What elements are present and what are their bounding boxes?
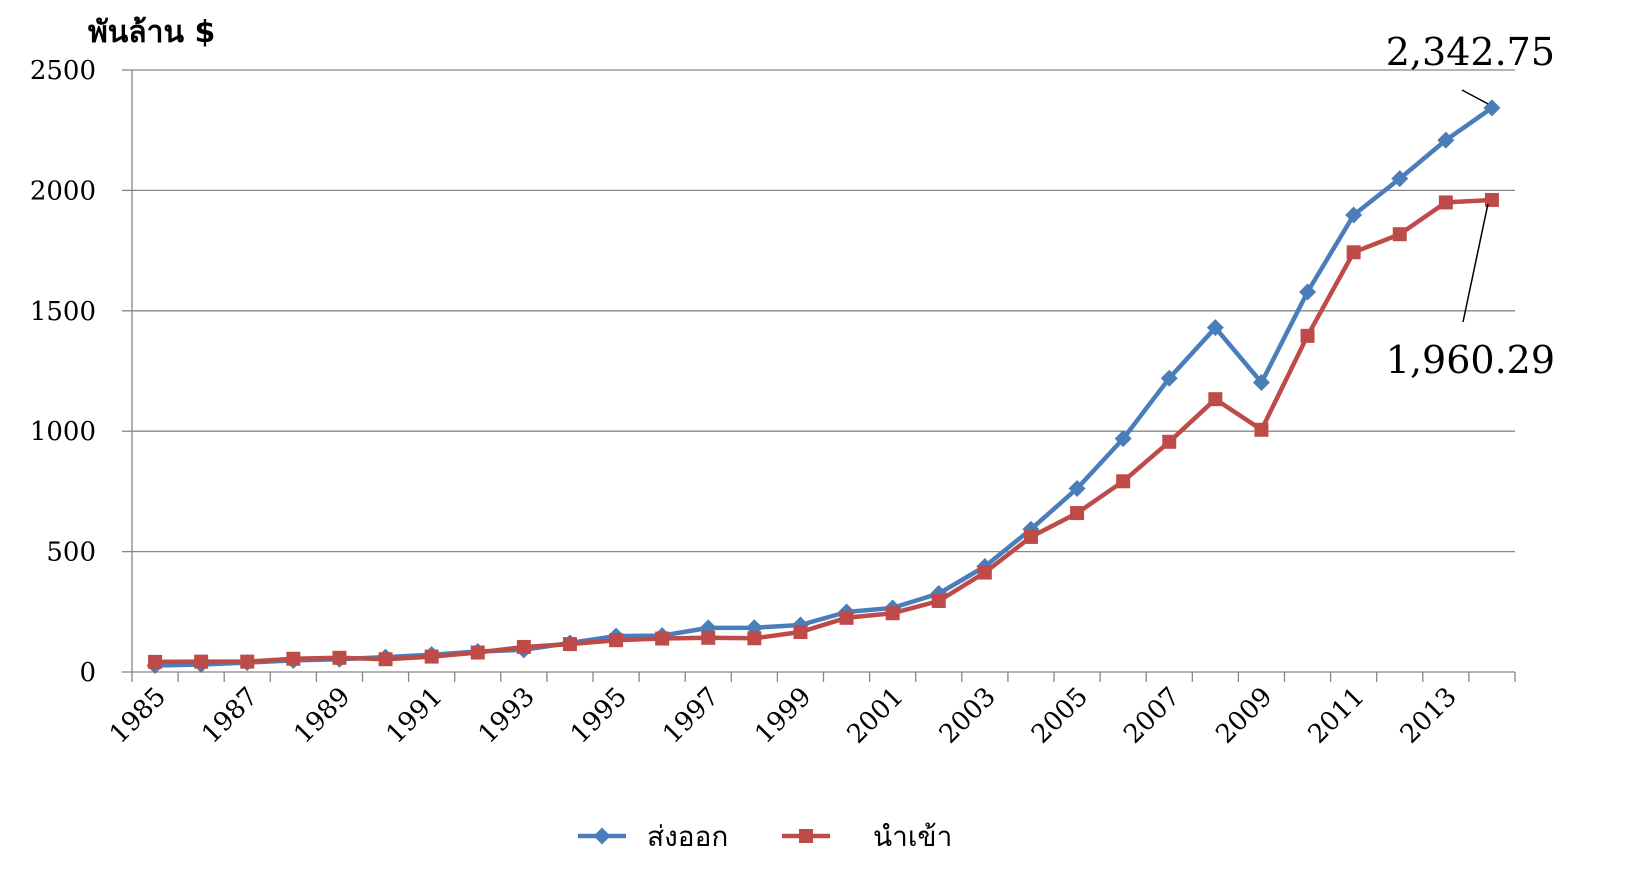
x-tick-label: 1985 [104, 682, 172, 750]
annotation-label: 1,960.29 [1386, 338, 1555, 382]
data-point [1345, 206, 1363, 224]
data-point [1299, 283, 1317, 301]
data-point [1160, 369, 1178, 387]
y-tick-label: 1000 [30, 417, 96, 447]
x-tick-label: 1997 [657, 682, 725, 750]
annotation-leader-line [1462, 203, 1489, 323]
x-tick-label: 2007 [1118, 682, 1186, 750]
data-point [1114, 430, 1132, 448]
legend-marker-1 [799, 829, 813, 843]
data-point [1392, 227, 1407, 242]
data-point [655, 631, 670, 646]
data-point [1300, 328, 1315, 343]
data-point [1116, 474, 1131, 489]
x-tick-label: 1987 [196, 682, 264, 750]
data-point [747, 631, 762, 646]
annotation-label: 2,342.75 [1386, 30, 1555, 74]
legend: ส่งออก นำเข้า [578, 820, 952, 853]
x-tick-label: 2001 [842, 682, 910, 750]
x-tick-label: 1989 [288, 682, 356, 750]
data-point [1437, 131, 1455, 149]
data-point [1346, 245, 1361, 260]
legend-label-0: ส่งออก [647, 820, 728, 853]
data-point [609, 633, 624, 648]
data-point [1484, 192, 1499, 207]
data-point [977, 565, 992, 580]
y-tick-label: 2000 [30, 176, 96, 206]
data-point [1206, 319, 1224, 337]
x-tick-label: 2003 [934, 682, 1002, 750]
legend-label-1: นำเข้า [873, 820, 952, 853]
data-point [286, 651, 301, 666]
x-tick-label: 2005 [1026, 682, 1094, 750]
data-point [562, 637, 577, 652]
data-point [470, 645, 485, 660]
annotation-leader-line [1461, 89, 1489, 105]
x-tick-label: 2011 [1303, 682, 1371, 750]
x-tick-label: 1993 [473, 682, 541, 750]
data-point [1391, 170, 1409, 188]
x-tick-label: 1995 [565, 682, 633, 750]
y-tick-label: 500 [46, 538, 96, 568]
legend-marker-0 [593, 827, 611, 845]
data-point [1438, 195, 1453, 210]
gridlines [132, 69, 1515, 553]
y-tick-label: 1500 [30, 297, 96, 327]
series-line-0 [155, 106, 1494, 668]
data-point [931, 593, 946, 608]
data-point [1208, 392, 1223, 407]
data-point [839, 610, 854, 625]
data-point [1252, 374, 1270, 392]
x-tick-label: 1999 [749, 682, 817, 750]
series-line-1 [155, 197, 1493, 665]
y-tick-label: 0 [79, 658, 96, 688]
annotations: 2,342.75 1,960.29 [1386, 30, 1555, 382]
data-point [701, 630, 716, 645]
data-point [332, 650, 347, 665]
data-point [793, 625, 808, 640]
data-point [1023, 529, 1038, 544]
data-point [516, 639, 531, 654]
data-point [194, 654, 209, 669]
data-point [424, 649, 439, 664]
series-layer [146, 99, 1501, 674]
data-point [1070, 506, 1085, 521]
data-point [148, 654, 163, 669]
y-tick-label: 2500 [30, 56, 96, 86]
y-axis-unit-label: พันล้าน $ [88, 15, 215, 50]
data-point [885, 606, 900, 621]
data-point [240, 654, 255, 669]
x-tick-label: 2009 [1210, 682, 1278, 750]
data-point [378, 652, 393, 667]
x-tick-label: 1991 [381, 682, 449, 750]
axes: 0 500 1000 1500 2000 2500 1985 1987 1989 1991 1993… [30, 56, 1516, 750]
data-point [1254, 422, 1269, 437]
data-point [1162, 434, 1177, 449]
data-point [1068, 480, 1086, 498]
x-tick-label: 2013 [1395, 682, 1463, 750]
